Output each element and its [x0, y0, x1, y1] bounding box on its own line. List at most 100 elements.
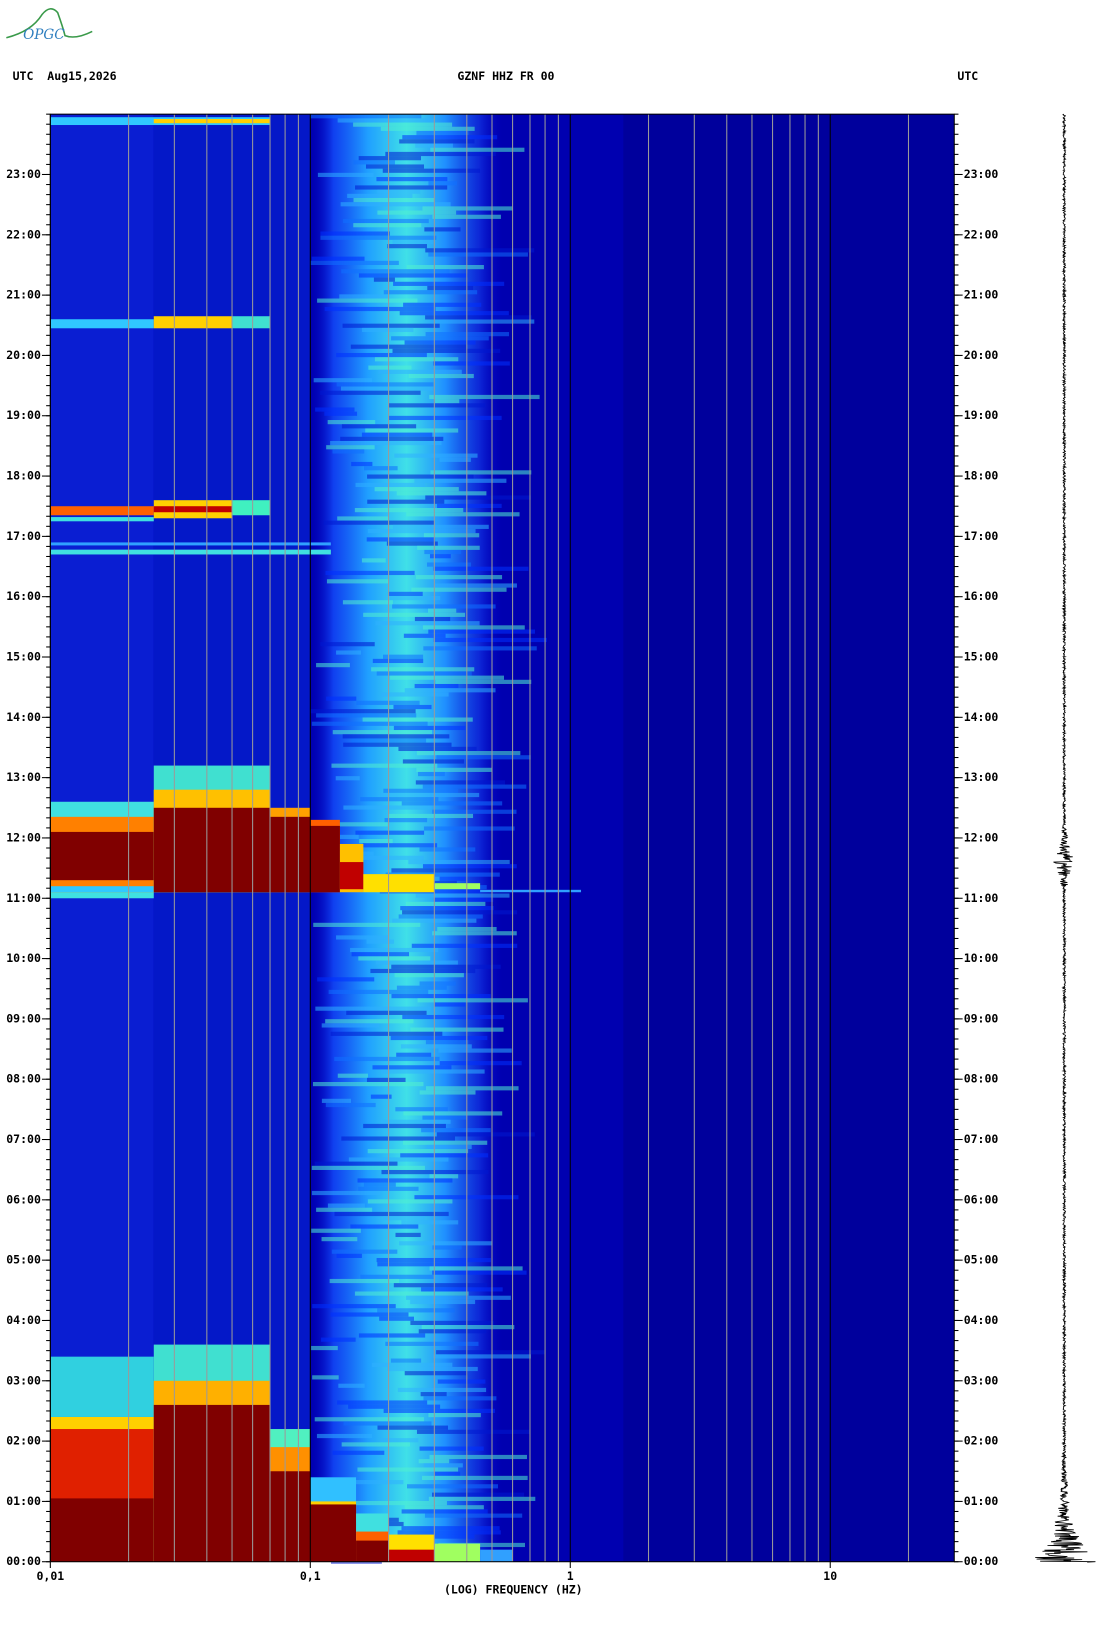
spectrogram-texture	[393, 725, 466, 731]
spectrogram-texture	[426, 1144, 472, 1150]
spectrogram-texture	[339, 294, 388, 299]
spectrogram-texture	[361, 558, 386, 563]
y-tick-label: 20:00	[6, 348, 41, 362]
spectrogram-texture	[392, 604, 496, 609]
y-tick-label: 10:00	[964, 951, 999, 965]
spectrogram-texture	[370, 968, 476, 974]
spectrogram-texture	[404, 1505, 484, 1510]
spectrogram-texture	[419, 847, 476, 852]
spectrogram-texture	[325, 1019, 414, 1024]
spectrogram-texture	[316, 663, 350, 668]
spectrogram-texture	[400, 1153, 489, 1158]
spectrogram-texture	[433, 361, 510, 366]
spectrogram-texture	[377, 210, 457, 215]
spectrogram-texture	[377, 1425, 449, 1430]
spectrogram-texture	[367, 1199, 453, 1204]
spectrogram-event	[270, 816, 311, 893]
y-tick-label: 03:00	[964, 1373, 999, 1387]
spectrogram-texture	[390, 675, 505, 680]
spectrogram-texture	[365, 164, 425, 169]
spectrogram-texture	[366, 537, 436, 542]
spectrogram-texture	[420, 1392, 447, 1397]
spectrogram-texture	[320, 642, 375, 647]
spectrogram-texture	[378, 369, 462, 374]
y-tick-label: 10:00	[6, 951, 41, 965]
x-tick-label: 0,01	[36, 1569, 64, 1583]
spectrogram-texture	[374, 357, 459, 362]
spectrogram-texture	[438, 1048, 512, 1053]
spectrogram-texture	[362, 327, 414, 333]
spectrogram-texture	[387, 591, 423, 596]
spectrogram-texture	[391, 964, 501, 969]
spectrogram-texture	[331, 763, 438, 768]
x-tick-label: 1	[567, 1569, 574, 1583]
spectrogram-texture	[381, 1169, 489, 1175]
y-tick-label: 02:00	[964, 1434, 999, 1448]
spectrogram-texture	[316, 1207, 373, 1212]
spectrogram-texture	[320, 231, 390, 236]
spectrogram-event	[153, 118, 271, 124]
spectrogram-texture	[383, 654, 424, 659]
y-tick-label: 01:00	[6, 1494, 41, 1508]
spectrogram-event	[50, 542, 331, 546]
spectrogram-texture	[421, 1325, 515, 1330]
y-tick-label: 22:00	[6, 227, 41, 241]
spectrogram-texture	[429, 1266, 523, 1271]
spectrogram-texture	[403, 1140, 488, 1145]
spectrogram-texture	[374, 487, 459, 492]
spectrogram-texture	[434, 1002, 466, 1007]
spectrogram-texture	[368, 365, 412, 370]
spectrogram-texture	[331, 1249, 398, 1254]
spectrogram-texture	[343, 1421, 432, 1426]
x-tick-label: 10	[823, 1569, 837, 1583]
spectrogram-texture	[314, 1417, 424, 1422]
spectrogram-texture	[391, 994, 491, 999]
spectrogram-texture	[320, 1337, 356, 1342]
spectrogram-texture	[387, 244, 427, 249]
spectrogram-texture	[384, 818, 428, 823]
spectrogram-texture	[341, 1442, 411, 1447]
spectrogram-texture	[439, 1061, 522, 1066]
spectrogram-texture	[387, 1366, 478, 1372]
y-tick-label: 17:00	[964, 529, 999, 543]
spectrogram-texture	[415, 780, 506, 785]
spectrogram-texture	[392, 524, 489, 529]
spectrogram-texture	[415, 893, 510, 898]
spectrogram-texture	[404, 340, 476, 345]
spectrogram-texture	[367, 474, 474, 479]
spectrogram-texture	[435, 679, 532, 684]
spectrogram-texture	[343, 805, 432, 810]
spectrogram-event	[153, 316, 233, 329]
spectrogram-event	[310, 1504, 357, 1562]
spectrogram-texture	[336, 650, 362, 655]
spectrogram-texture	[320, 390, 421, 395]
spectrogram-texture	[359, 838, 393, 844]
spectrogram-event	[363, 874, 435, 893]
spectrogram-texture	[430, 470, 532, 475]
spectrogram-texture	[415, 575, 503, 580]
y-tick-label: 05:00	[6, 1253, 41, 1267]
spectrogram-texture	[376, 671, 472, 676]
spectrogram-texture	[432, 1492, 525, 1497]
spectrogram-texture	[403, 1111, 503, 1116]
spectrogram-texture	[403, 633, 446, 638]
spectrogram-texture	[355, 830, 425, 835]
spectrogram-event	[50, 1498, 154, 1562]
spectrogram-texture	[311, 1190, 381, 1196]
logo-text: OPGC	[23, 27, 65, 43]
spectrogram-texture	[315, 407, 355, 412]
spectrogram-texture	[388, 813, 474, 819]
spectrogram-texture	[401, 801, 503, 806]
spectrogram-texture	[429, 554, 451, 559]
spectrogram-texture	[396, 985, 447, 990]
spectrogram-texture	[402, 910, 518, 915]
y-tick-label: 21:00	[964, 288, 999, 302]
spectrogram-texture	[313, 922, 421, 927]
y-tick-label: 11:00	[6, 891, 41, 905]
y-tick-label: 09:00	[964, 1011, 999, 1025]
spectrogram-texture	[403, 302, 482, 307]
spectrogram-texture	[430, 147, 525, 152]
spectrogram-texture	[321, 1023, 379, 1028]
spectrogram-event	[356, 1540, 389, 1562]
